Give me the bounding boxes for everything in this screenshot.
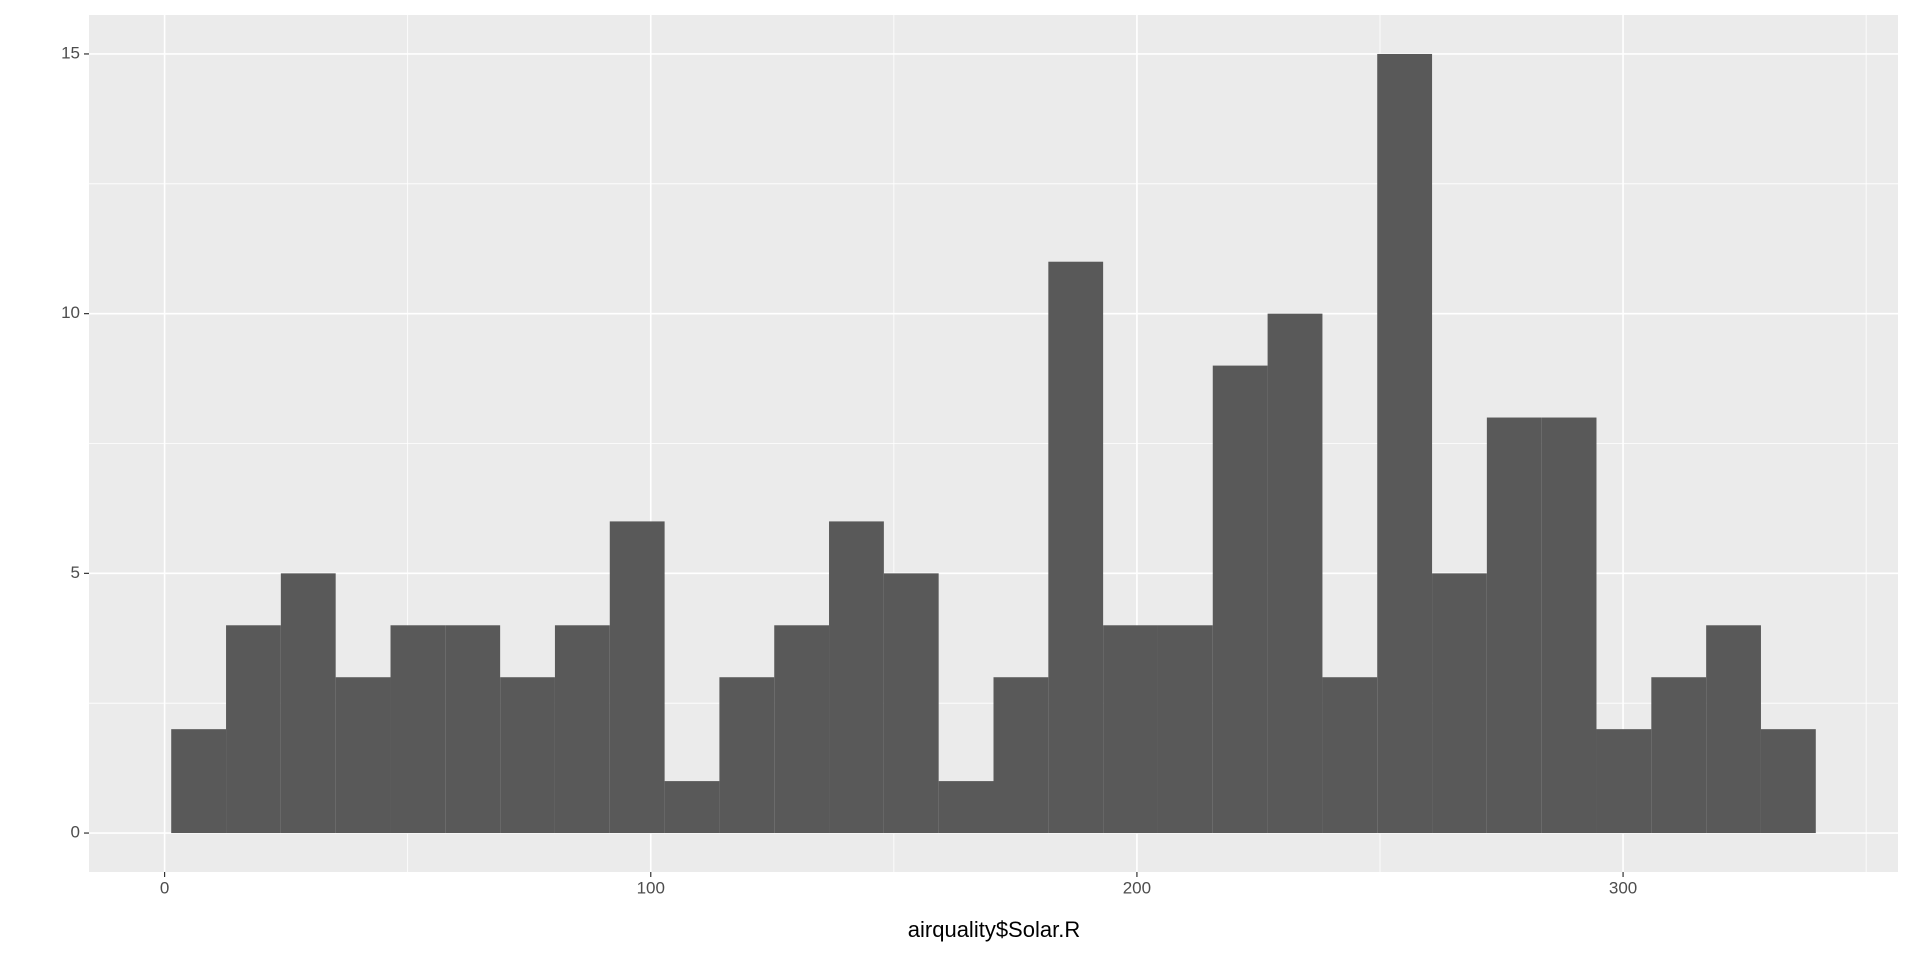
bar	[664, 781, 720, 834]
x-axis-title: airquality$Solar.R	[908, 917, 1080, 942]
bar	[938, 781, 994, 834]
bar	[829, 521, 884, 834]
bar	[445, 625, 501, 834]
bar	[171, 729, 227, 834]
bar	[1432, 573, 1487, 834]
y-tick-label: 10	[61, 303, 80, 322]
bar	[1157, 625, 1213, 834]
y-tick-label: 0	[71, 823, 80, 842]
x-tick-label: 0	[160, 878, 169, 897]
bar	[1048, 261, 1104, 834]
bar	[1596, 729, 1652, 834]
bar	[554, 625, 610, 834]
bar	[1377, 53, 1433, 834]
bar	[1706, 625, 1761, 834]
bar	[1651, 677, 1707, 834]
bar	[1267, 313, 1323, 834]
bar	[1322, 677, 1378, 834]
bar	[1760, 729, 1816, 834]
bar	[774, 625, 830, 834]
bar	[993, 677, 1049, 834]
x-tick-label: 300	[1609, 878, 1637, 897]
bar	[335, 677, 391, 834]
bar	[1212, 365, 1268, 834]
y-tick-label: 5	[71, 563, 80, 582]
bar	[1103, 625, 1158, 834]
bar	[500, 677, 555, 834]
bar	[883, 573, 939, 834]
bar	[226, 625, 281, 834]
x-tick-label: 100	[637, 878, 665, 897]
bar	[280, 573, 336, 834]
x-tick-label: 200	[1123, 878, 1151, 897]
bar	[1541, 417, 1597, 834]
bar	[609, 521, 665, 834]
bar	[1486, 417, 1542, 834]
y-tick-label: 15	[61, 43, 80, 62]
bar	[390, 625, 446, 834]
bar	[719, 677, 775, 834]
